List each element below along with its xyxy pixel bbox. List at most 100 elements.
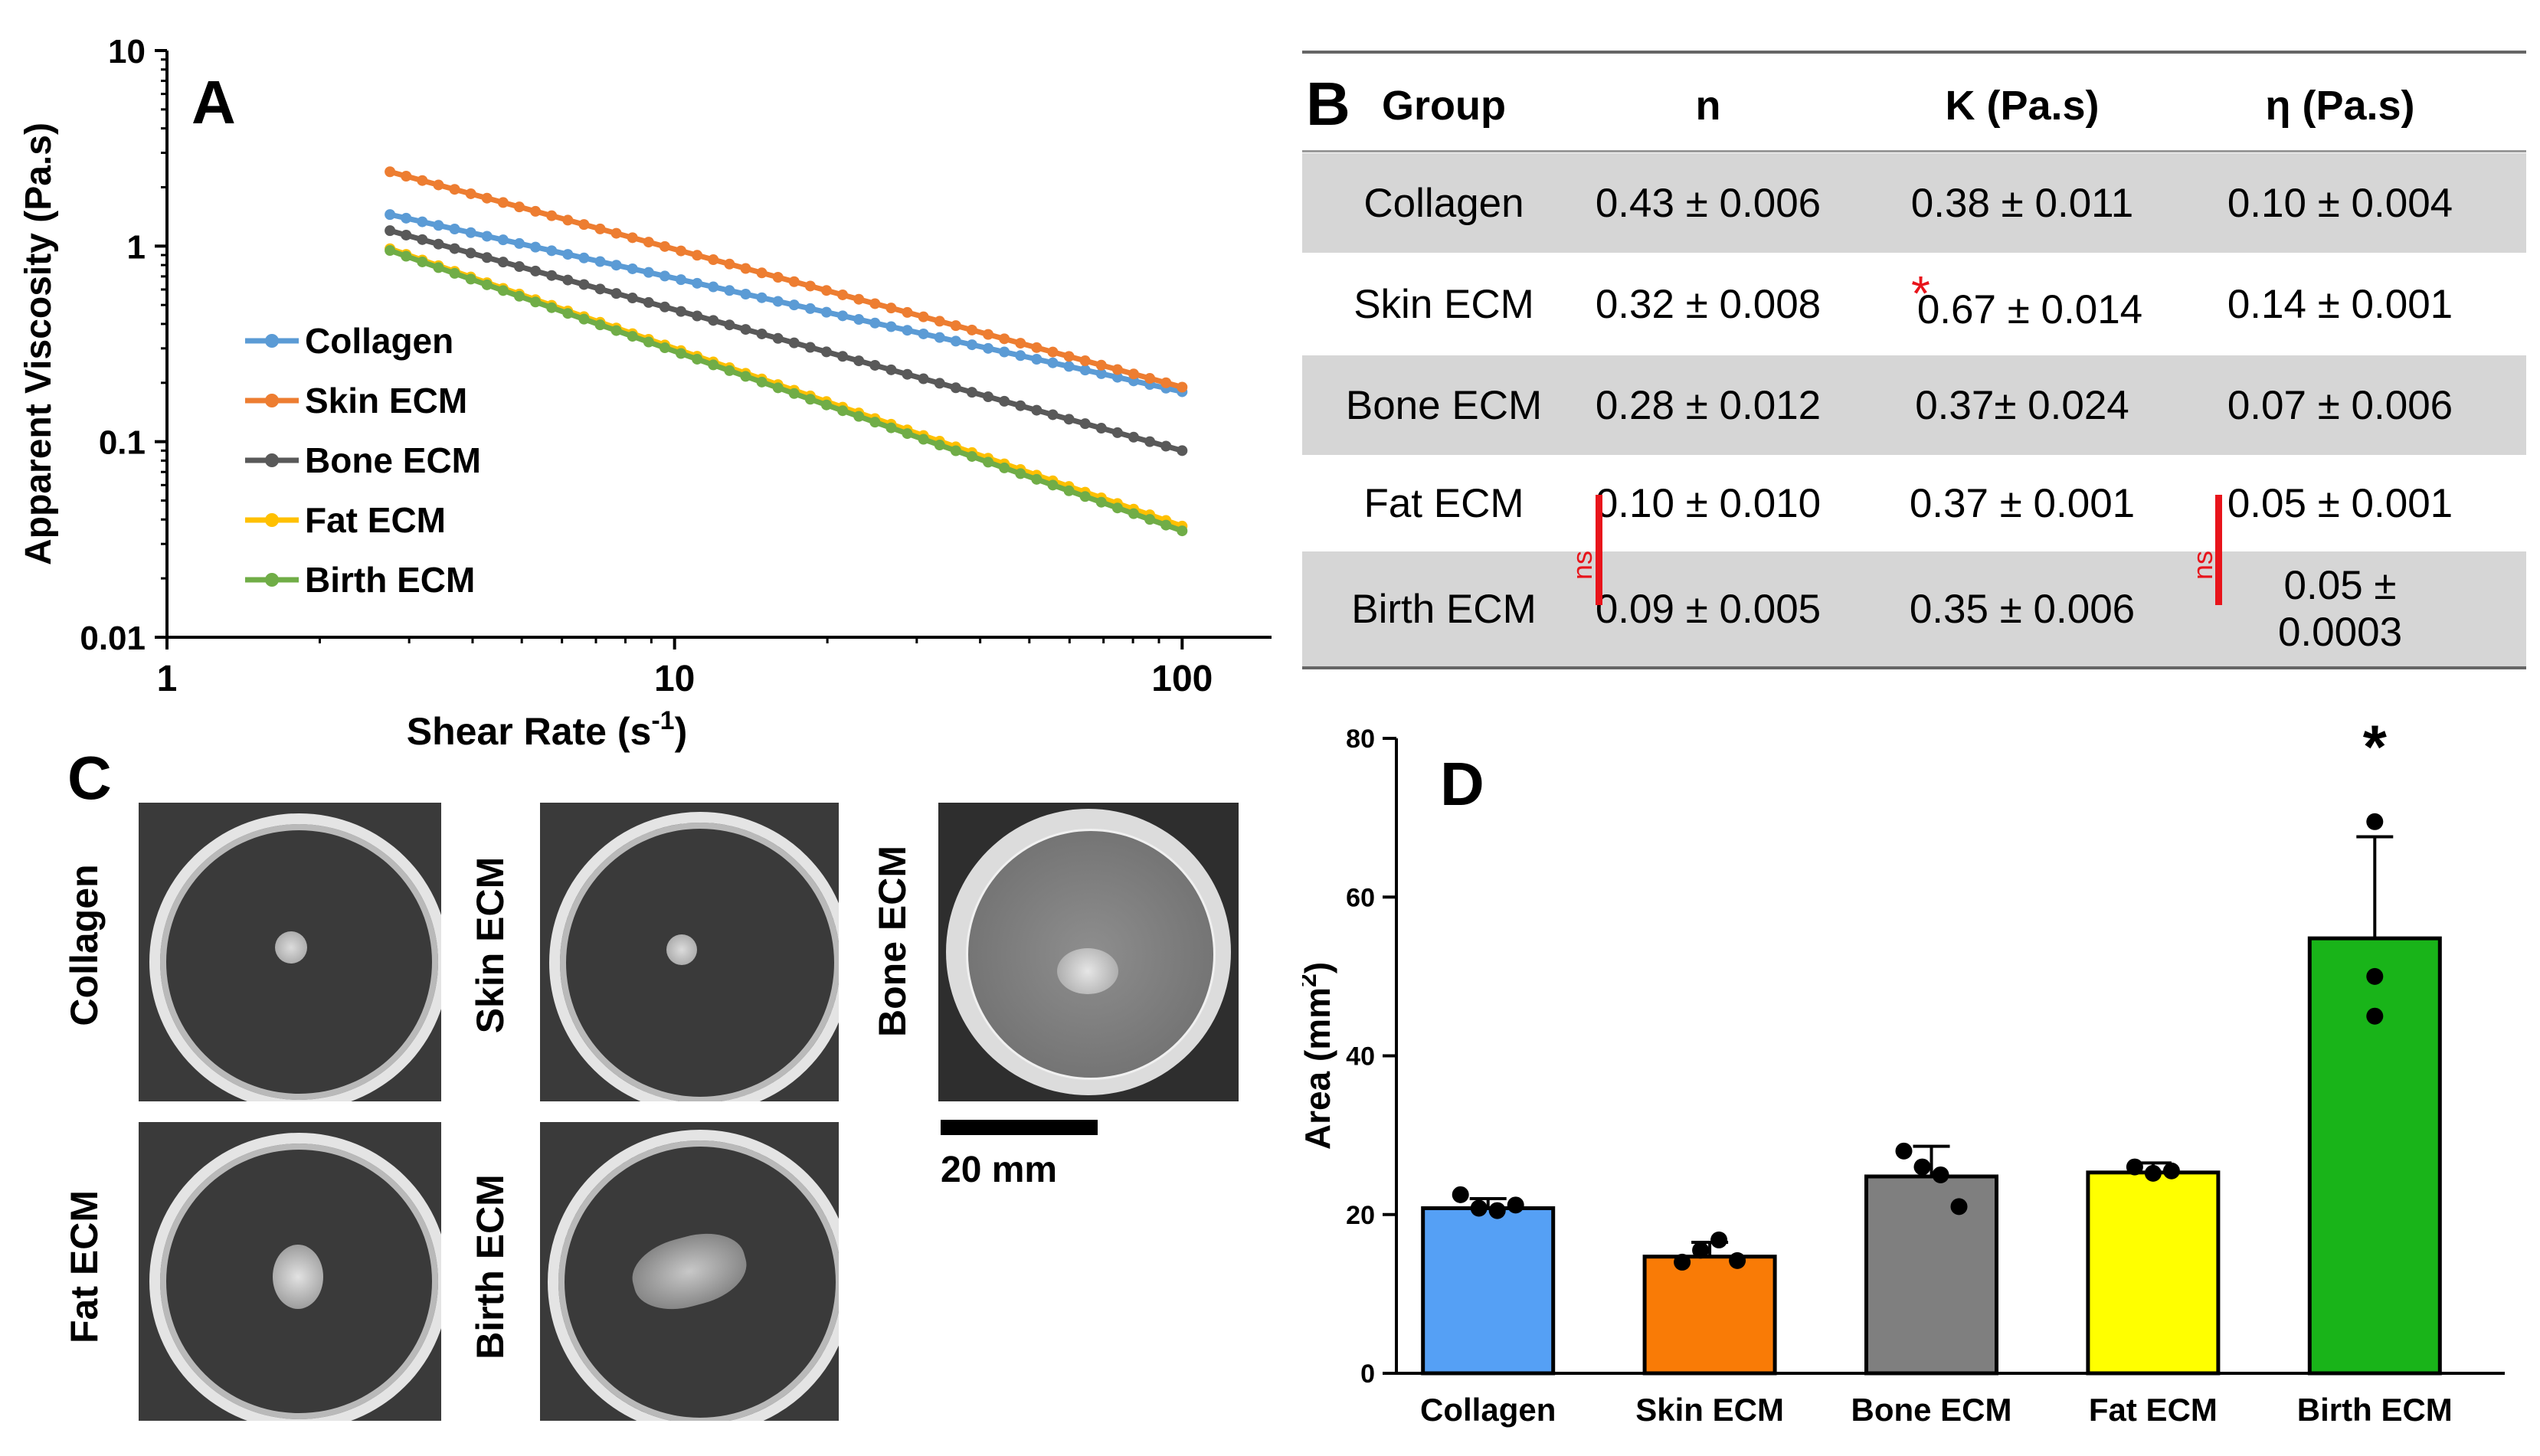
data-point — [401, 250, 412, 262]
legend-label: Bone ECM — [305, 440, 481, 480]
data-point — [643, 296, 654, 308]
x-tick-label: 100 — [1151, 659, 1213, 699]
data-point — [999, 346, 1010, 358]
data-point — [1095, 423, 1107, 434]
data-point — [417, 216, 428, 227]
data-point — [610, 288, 622, 299]
cell-n: 0.09 ± 0.005 — [1595, 586, 1822, 632]
cell-group: Collagen — [1363, 180, 1524, 226]
header-group: Group — [1382, 83, 1506, 129]
data-point — [1111, 427, 1123, 438]
data-point — [820, 399, 832, 411]
data-point — [966, 387, 977, 398]
data-point — [1128, 368, 1139, 380]
data-point — [385, 225, 396, 237]
data-point — [2366, 967, 2384, 985]
data-point — [772, 272, 784, 283]
viscosity-chart: 0.01 0.1 1 10 1 10 100 Shear Rate (s-1) Apparent… — [18, 33, 1272, 753]
panel-letter-b: B — [1306, 70, 1350, 138]
data-point — [934, 440, 945, 451]
data-point — [1177, 445, 1188, 456]
data-point — [1015, 338, 1026, 349]
data-point — [1932, 1166, 1949, 1183]
legend-label: Birth ECM — [305, 560, 475, 600]
cell-n: 0.10 ± 0.010 — [1595, 480, 1822, 526]
area-bar-chart: 0 20 40 60 80 Area (mm2) Collagen Skin ECM Bone… — [1302, 720, 2505, 1428]
ns-label-n: ns — [1566, 550, 1598, 580]
data-point — [1729, 1252, 1746, 1269]
series-bone-ecm — [385, 225, 1188, 456]
data-point — [610, 325, 622, 336]
table-row: Skin ECM 0.32 ± 0.008 0.67 ± 0.014 0.14 … — [1302, 253, 2526, 355]
data-point — [1144, 436, 1156, 447]
data-point — [772, 296, 784, 307]
data-point — [902, 428, 913, 440]
data-point — [497, 197, 509, 208]
data-point — [740, 371, 751, 382]
data-point — [788, 337, 800, 348]
data-point — [820, 306, 832, 318]
table-bottom-rule — [1302, 666, 2526, 669]
data-point — [950, 445, 961, 456]
data-point — [804, 303, 816, 314]
legend-marker — [265, 573, 279, 587]
ns-bracket-eta — [2215, 495, 2222, 605]
data-point — [853, 411, 865, 422]
data-point — [1031, 342, 1043, 353]
data-point — [1015, 400, 1026, 411]
y-tick-label: 0.01 — [80, 620, 146, 657]
data-point — [659, 301, 670, 312]
data-point — [1128, 431, 1139, 443]
data-point — [2366, 813, 2384, 830]
data-point — [934, 332, 945, 343]
data-point — [497, 285, 509, 296]
y-tick-label: 40 — [1346, 1042, 1375, 1072]
table-row: Birth ECM 0.09 ± 0.005 0.35 ± 0.006 0.05… — [1302, 551, 2526, 666]
data-point — [433, 262, 444, 273]
y-tick-label: 0 — [1360, 1359, 1375, 1389]
data-point — [708, 315, 719, 326]
y-tick-label: 1 — [127, 228, 146, 266]
data-point — [513, 261, 525, 273]
data-point — [918, 328, 929, 339]
significance-star: * — [2363, 720, 2388, 780]
panel-letter-d: D — [1440, 750, 1484, 818]
data-point — [983, 456, 994, 468]
data-point — [966, 450, 977, 462]
cell-n: 0.32 ± 0.008 — [1595, 281, 1822, 327]
data-point — [676, 348, 687, 359]
data-point — [918, 311, 929, 322]
data-point — [530, 241, 542, 253]
data-point — [2144, 1164, 2162, 1182]
data-point — [417, 234, 428, 245]
data-point — [820, 285, 832, 296]
y-axis-label: Apparent Viscosity (Pa.s) — [18, 123, 59, 565]
data-point — [1063, 485, 1075, 496]
data-point — [804, 394, 816, 405]
data-point — [1079, 491, 1091, 502]
photo-label-bone-ecm: Bone ECM — [871, 846, 914, 1037]
data-point — [1470, 1199, 1488, 1217]
data-point — [724, 285, 735, 296]
data-point — [643, 336, 654, 348]
data-point — [853, 314, 865, 326]
data-point — [1507, 1196, 1524, 1214]
data-point — [837, 289, 849, 300]
x-tick-label: Bone ECM — [1851, 1392, 2012, 1428]
data-point — [465, 273, 476, 285]
cell-n: 0.43 ± 0.006 — [1595, 180, 1822, 226]
data-point — [820, 346, 832, 358]
data-point — [740, 263, 751, 274]
data-point — [659, 270, 670, 282]
data-point — [385, 245, 396, 257]
data-point — [804, 342, 816, 353]
data-point — [465, 188, 476, 199]
x-axis-label: Shear Rate (s-1) — [407, 706, 687, 753]
cell-group: Fat ECM — [1363, 480, 1524, 526]
panel-letter-a: A — [191, 68, 236, 136]
table-row: Bone ECM 0.28 ± 0.012 0.37± 0.024 0.07 ±… — [1302, 355, 2526, 455]
data-point — [756, 267, 768, 279]
bar — [2086, 1170, 2221, 1376]
scale-bar-label: 20 mm — [941, 1150, 1058, 1190]
legend-marker — [265, 394, 279, 407]
